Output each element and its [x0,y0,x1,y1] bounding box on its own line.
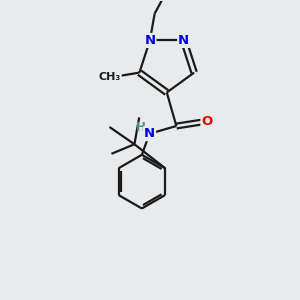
Text: CH₃: CH₃ [99,72,121,82]
Text: O: O [201,115,213,128]
Text: N: N [144,34,155,47]
Text: H: H [136,122,145,134]
Text: N: N [178,34,189,47]
Text: N: N [144,127,155,140]
